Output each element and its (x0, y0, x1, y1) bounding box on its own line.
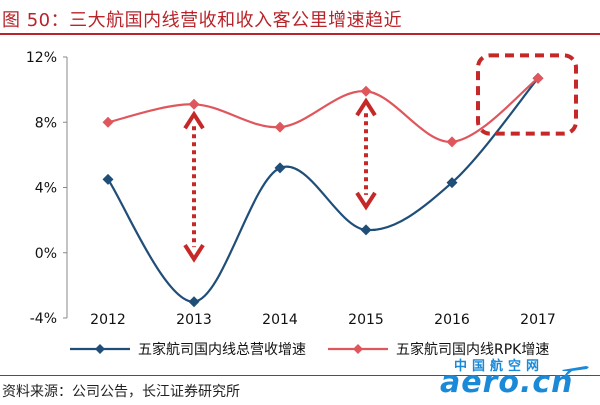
footer-rule (0, 375, 600, 376)
watermark: 中国航空网 aero.cn (440, 355, 598, 403)
legend-label: 五家航司国内线RPK增速 (396, 341, 549, 358)
legend-label: 五家航司国内线总营收增速 (138, 341, 306, 358)
callout-arrowhead-down (183, 243, 205, 263)
y-tick-label: 12% (26, 50, 57, 66)
series-revenue-growth-line (107, 77, 539, 303)
plane-icon (562, 366, 589, 376)
watermark-en: aero.cn (440, 365, 574, 400)
callout-arrowhead-down (355, 191, 377, 211)
x-tick-label: 2013 (176, 312, 212, 328)
y-tick-label: 0% (35, 246, 57, 262)
series-revenue-growth-point (102, 173, 114, 185)
series-revenue-growth-point (188, 296, 200, 308)
callout-arrowhead-up (183, 110, 205, 130)
series-rpk-growth-point (188, 98, 200, 110)
title-bar: 图 50：三大航国内线营收和收入客公里增速趋近 (0, 0, 600, 35)
series-revenue-growth-point (274, 162, 286, 174)
x-tick-label: 2017 (520, 312, 556, 328)
x-tick-label: 2015 (348, 312, 384, 328)
series-rpk-growth-point (274, 121, 286, 133)
x-tick-label: 2014 (262, 312, 298, 328)
legend-marker (95, 344, 105, 354)
figure-title: 图 50：三大航国内线营收和收入客公里增速趋近 (2, 10, 403, 31)
line-chart: -4% 0% 4% 8% 12% 2012 2013 2014 2015 2016 2017 五家航司… (26, 50, 578, 358)
series-rpk-growth-point (532, 72, 544, 84)
series-rpk-growth-point (360, 85, 372, 97)
watermark-cn: 中国航空网 (454, 359, 545, 374)
callout-arrowhead-up (355, 97, 377, 117)
series-revenue-growth-point (446, 177, 458, 189)
source-note: 资料来源：公司公告，长江证券研究所 (2, 384, 240, 400)
series-rpk-growth-point (102, 116, 114, 128)
title-rule (0, 33, 600, 35)
x-tick-label: 2012 (90, 312, 126, 328)
legend-marker (353, 344, 363, 354)
callout-dashed-box (476, 53, 578, 136)
x-tick-label: 2016 (434, 312, 470, 328)
series-revenue-growth-point (360, 224, 372, 236)
series-rpk-growth-point (446, 136, 458, 148)
y-tick-label: 8% (35, 115, 57, 131)
y-tick-label: -4% (30, 311, 57, 327)
y-tick-label: 4% (35, 181, 57, 197)
series-rpk-growth-line (107, 77, 539, 143)
